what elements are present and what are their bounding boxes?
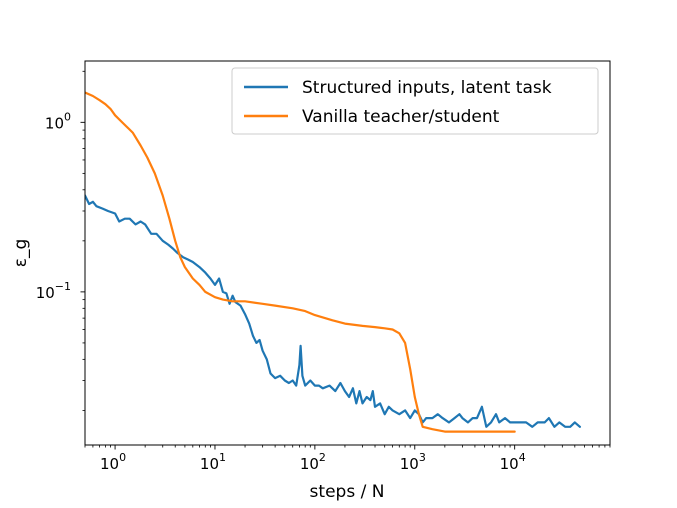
series-layer [85, 91, 581, 433]
x-axis-ticks: 100 101 102 103 104 [84, 445, 611, 473]
y-tick-label: 10−1 [36, 280, 71, 302]
legend: Structured inputs, latent task Vanilla te… [231, 67, 599, 135]
y-axis-label: ε_g [11, 239, 31, 267]
legend-label-1: Vanilla teacher/student [302, 107, 500, 127]
series-line-0 [85, 194, 581, 428]
series-line-1 [85, 91, 516, 433]
legend-label-0: Structured inputs, latent task [302, 78, 552, 98]
x-tick-label: 103 [400, 451, 426, 473]
y-tick-label: 100 [45, 110, 71, 132]
plot-frame [84, 60, 611, 446]
x-tick-label: 100 [100, 451, 126, 473]
legend-frame [231, 67, 599, 135]
y-axis-ticks: 10−1 100 [36, 70, 85, 411]
x-tick-label: 102 [300, 451, 326, 473]
x-tick-label: 104 [500, 451, 526, 473]
x-tick-label: 101 [200, 451, 226, 473]
x-axis-label: steps / N [310, 482, 385, 502]
